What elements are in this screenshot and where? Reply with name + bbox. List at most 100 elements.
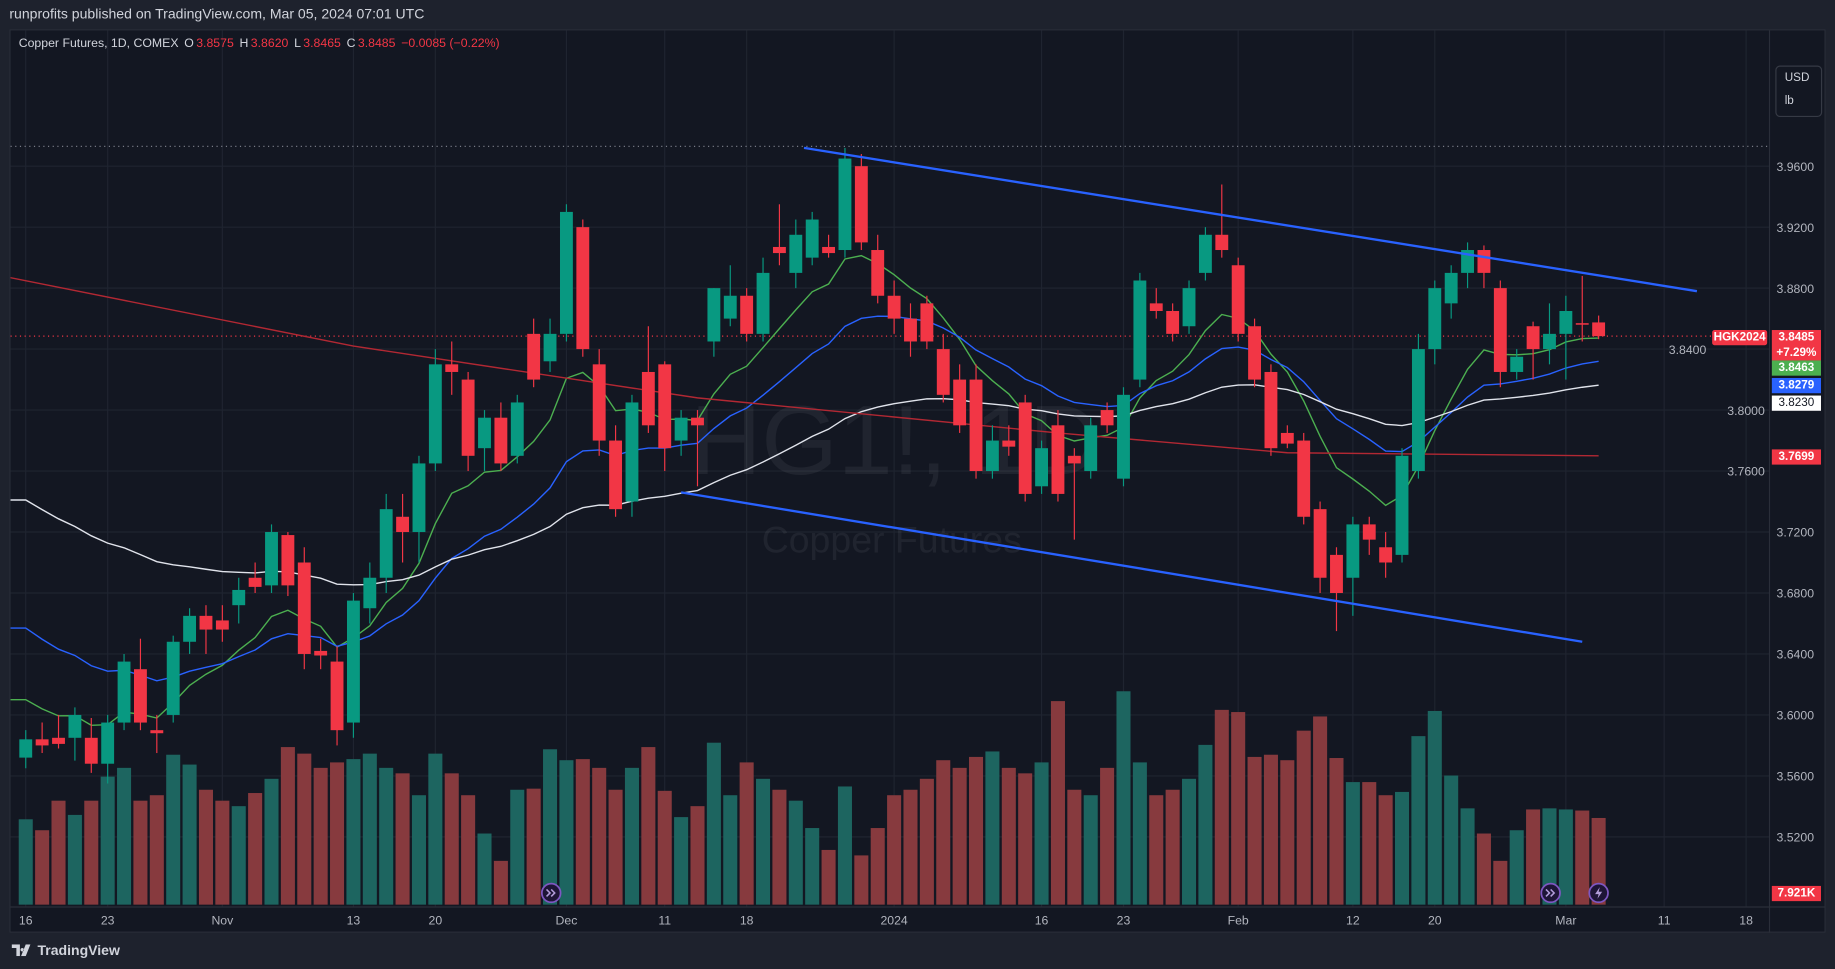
- y-tick-label: 3.7600: [1727, 465, 1765, 479]
- candle-body: [674, 417, 688, 441]
- candle-body: [1018, 402, 1032, 494]
- low-label: L: [294, 36, 301, 51]
- candle-body: [543, 333, 557, 362]
- candle: [838, 147, 852, 258]
- volume-bar: [1411, 736, 1426, 905]
- candle: [494, 402, 508, 472]
- candle: [166, 635, 180, 723]
- volume-bar: [1050, 701, 1065, 905]
- volume-bar: [969, 756, 984, 905]
- candle: [1133, 272, 1147, 388]
- candle: [1379, 532, 1393, 578]
- volume-bar: [444, 773, 459, 905]
- candle-body: [1280, 432, 1294, 444]
- candle-body: [936, 349, 950, 395]
- candle-body: [1330, 554, 1343, 593]
- volume-bar: [428, 753, 443, 905]
- volume-bar: [1198, 744, 1213, 905]
- volume-bar: [1214, 709, 1229, 905]
- candle-body: [52, 737, 65, 744]
- y-tick-label: 3.6000: [1777, 709, 1815, 723]
- candle-body: [478, 417, 491, 449]
- volume-bar: [1493, 860, 1508, 905]
- volume-bar: [1460, 808, 1475, 905]
- flash-event-icon[interactable]: [1588, 882, 1609, 904]
- candle-body: [1313, 509, 1327, 578]
- volume-bar: [1034, 762, 1049, 905]
- volume-bar: [1132, 762, 1147, 905]
- candle-body: [723, 295, 737, 319]
- candle: [691, 410, 704, 487]
- open-value: 3.8575: [196, 36, 234, 51]
- volume-bar: [1018, 773, 1033, 905]
- candle: [1117, 387, 1130, 487]
- candle: [756, 257, 770, 342]
- volume-bar: [1509, 830, 1524, 905]
- candle-body: [133, 669, 147, 723]
- candle: [1543, 303, 1556, 365]
- candle-body: [1231, 265, 1245, 334]
- split-event-icon[interactable]: [540, 882, 562, 904]
- candle-body: [150, 730, 164, 734]
- y-tick-label: 3.9200: [1777, 221, 1815, 235]
- volume-bar: [772, 789, 787, 905]
- volume-bar: [1591, 817, 1606, 905]
- candle-body: [1149, 303, 1163, 311]
- candle: [1264, 364, 1278, 456]
- candle-body: [1100, 410, 1114, 426]
- candle-body: [592, 364, 606, 441]
- x-tick-label: 18: [740, 914, 754, 928]
- unit-label[interactable]: lb: [1784, 94, 1794, 108]
- ema-blue-tag: 3.8279: [1771, 378, 1821, 394]
- volume-bar: [756, 778, 771, 905]
- x-tick-label: Feb: [1228, 914, 1249, 928]
- currency-unit-selector[interactable]: USD lb: [1775, 65, 1823, 118]
- trendline-channel-upper: [803, 146, 1698, 293]
- split-event-icon[interactable]: [1540, 882, 1561, 904]
- candle-body: [494, 417, 508, 464]
- candle: [789, 219, 803, 289]
- volume-bar: [1083, 795, 1098, 905]
- candle-body: [609, 440, 623, 510]
- candle: [920, 295, 934, 350]
- candle: [772, 204, 786, 266]
- candle-body: [183, 615, 197, 642]
- candle: [1149, 288, 1163, 319]
- candle-body: [953, 379, 967, 426]
- volume-bar: [706, 742, 721, 905]
- close-label: C: [346, 36, 356, 51]
- symbol-name[interactable]: Copper Futures, 1D, COMEX: [18, 36, 179, 51]
- candle-body: [559, 211, 573, 334]
- tradingview-logo[interactable]: TradingView: [11, 942, 120, 959]
- ticker-tag: HGK2024: [1712, 330, 1768, 346]
- candle: [297, 547, 311, 670]
- volume-bar: [280, 747, 295, 905]
- arrows-glyph: [1545, 888, 1556, 897]
- candle: [543, 318, 557, 372]
- currency-label[interactable]: USD: [1784, 71, 1810, 85]
- volume-bar: [854, 855, 869, 905]
- candle: [1330, 547, 1343, 632]
- candle-body: [314, 650, 328, 656]
- candle-body: [854, 166, 868, 243]
- candle-body: [658, 364, 672, 449]
- candle: [1051, 410, 1065, 502]
- volume-bar: [362, 753, 377, 905]
- candle-body: [985, 440, 999, 472]
- volume-bar: [526, 788, 541, 905]
- candle: [428, 349, 442, 472]
- volume-bar: [559, 760, 574, 905]
- chart-frame[interactable]: [9, 29, 1826, 933]
- volume-bar: [821, 849, 836, 905]
- volume-bar: [1165, 789, 1180, 905]
- candle-body: [740, 295, 754, 334]
- candle-body: [707, 288, 721, 342]
- volume-bar: [575, 759, 590, 905]
- candle: [117, 653, 131, 731]
- candle-body: [576, 227, 590, 350]
- candle: [805, 211, 819, 266]
- candle-body: [904, 318, 917, 342]
- volume-bar: [1067, 789, 1082, 905]
- brand-name: TradingView: [37, 942, 120, 959]
